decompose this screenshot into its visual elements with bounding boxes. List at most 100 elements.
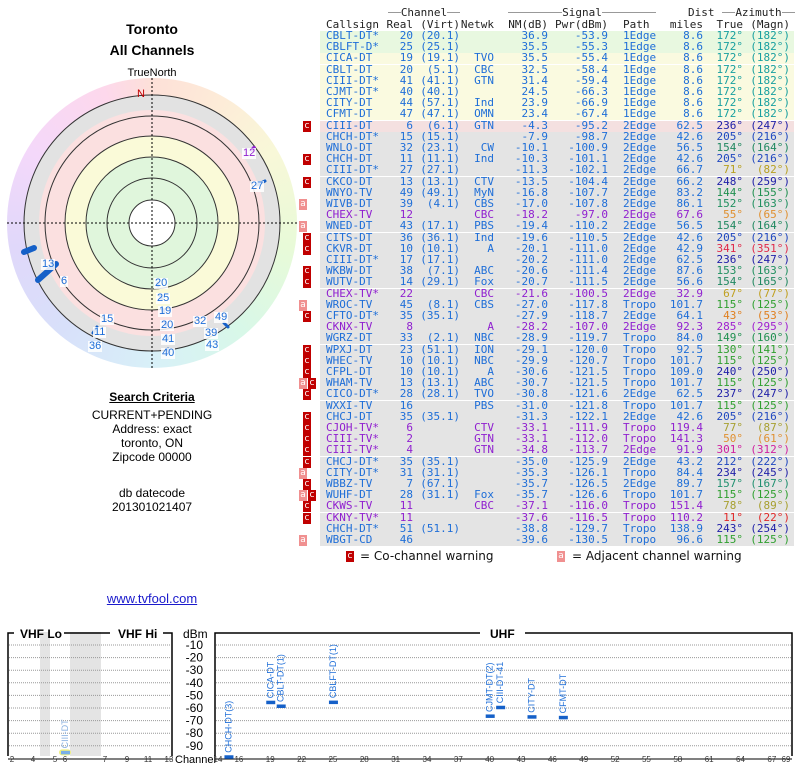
table-row[interactable]: CICA-DT 19 (19.1) TVO 35.5 -55.4 1Edge 8.6 172° (… [320,51,794,66]
cell-real: 28 [399,488,413,502]
x-tick-label: 19 [266,755,275,764]
table-row[interactable]: c WHEC-TV 10 (10.1) NBC -29.9 -120.7 Tropo 101.7… [303,354,794,368]
cell-real: 8 [406,320,413,334]
y-tick-label: -20 [186,651,204,665]
cell-pwr: -125.9 [568,454,608,468]
cell-dist: 101.7 [669,488,703,502]
cell-callsign: CBLT-DT* [326,29,379,42]
cell-path: 2Edge [623,208,657,222]
cell-path: 1Edge [623,107,657,121]
cell-callsign: CBLT-DT [326,62,373,76]
cell-nm: -19.4 [514,219,548,233]
cell-virt: (13.1) [420,174,460,188]
table-row[interactable]: a WNED-DT 43 (17.1) PBS -19.4 -110.2 2Edge 56.5 1… [299,219,794,234]
cell-dist: 101.7 [669,376,703,390]
cell-netwk: GTN [474,118,494,132]
cell-callsign: WIVB-DT [326,197,373,210]
cell-dist: 8.6 [683,51,703,65]
cell-path: 1Edge [623,40,657,54]
x-tick-label: 7 [103,755,108,764]
signal-bar [558,715,568,720]
cell-path: Tropo [623,398,657,412]
cell-true: 234° [716,465,744,479]
cell-magn: (250°) [750,365,790,378]
cell-virt: (31.1) [420,465,460,479]
cell-real: 2 [406,432,413,446]
cell-true: 285° [716,320,744,334]
cell-virt: (11.1) [420,152,460,166]
table-row[interactable]: c CITS-DT 36 (36.1) Ind -19.6 -110.5 2Edge 42.6 2… [303,230,794,245]
cochannel-warning-icon: c [303,389,311,401]
cell-callsign: CHCH-DT [326,152,373,166]
cell-netwk: Ind [474,230,494,244]
cell-magn: (222°) [750,454,790,468]
cell-dist: 141.3 [669,432,703,446]
cell-path: Tropo [623,488,657,502]
cell-real: 6 [406,118,413,132]
cell-virt: (19.1) [420,51,460,65]
cell-callsign: CICA-DT [326,51,373,65]
search-criteria-heading: Search Criteria [109,390,195,404]
x-tick-label: 9 [125,755,130,764]
cell-true: 153° [716,264,744,278]
band-gap-shade [70,632,101,756]
table-row[interactable]: c CKWS-TV 11 CBC -37.1 -116.0 Tropo 151.4 78° (89… [303,500,794,514]
cell-path: 2Edge [623,477,657,490]
criteria-line: Zipcode 00000 [112,450,192,464]
table-row[interactable]: c CIII-TV* 2 GTN -33.1 -112.0 Tropo 141.3 50° (61… [303,432,794,447]
signal-bar-label: CJMT-DT(2) [485,662,495,712]
table-row[interactable]: CHCH-DT* 15 (15.1) -7.9 -98.7 2Edge 42.6 205° (2… [320,129,794,144]
table-row[interactable]: c WBBZ-TV 7 (67.1) -35.7 -126.5 2Edge 89.7 157° (… [303,477,794,491]
cell-path: 2Edge [623,129,657,143]
cell-dist: 67.6 [676,208,704,222]
cell-true: 341° [716,241,744,255]
table-row[interactable]: c CFPL-DT 10 (10.1) A -30.6 -121.5 Tropo 109.0 24… [303,365,794,379]
cell-true: 144° [716,185,744,199]
cell-callsign: WNED-DT [326,219,373,233]
polar-channel-label: 13 [41,258,56,270]
cell-real: 33 [399,331,413,345]
table-row[interactable]: c WKBW-DT 38 (7.1) ABC -20.6 -111.4 2Edge 87.6 15… [303,264,794,279]
cell-true: 157° [716,477,744,490]
x-tick-label: 22 [297,755,306,764]
cell-nm: 35.5 [521,51,549,65]
cell-nm: -31.3 [514,409,548,423]
cell-real: 25 [399,40,413,54]
cell-callsign: CHCJ-DT* [326,454,379,468]
tvfool-link[interactable]: www.tvfool.com [106,591,198,606]
table-row[interactable]: c WPXJ-DT 23 (51.1) ION -29.1 -120.0 Tropo 92.5 1… [303,343,794,357]
x-tick-label: 14 [214,755,223,764]
table-row[interactable]: a WBGT-CD 46 -39.6 -130.5 Tropo 96.6 115° (125°) [299,534,794,547]
cell-real: 36 [399,230,413,244]
table-row[interactable]: CBLT-DT 20 (5.1) CBC 32.5 -58.4 1Edge 8.6 172° (1… [320,62,794,77]
cell-path: 2Edge [623,253,657,266]
cell-real: 28 [399,387,413,401]
polar-channel-label: 20 [154,277,169,289]
table-row[interactable]: CHCH-DT* 51 (51.1) -38.8 -129.7 Tropo 138.9 243… [320,522,794,536]
cell-pwr: -97.0 [574,208,608,222]
scope-title: All Channels [109,42,195,58]
x-axis-label: Channel [175,754,216,766]
cell-pwr: -67.4 [574,107,608,121]
table-row[interactable]: a WROC-TV 45 (8.1) CBS -27.0 -117.8 Tropo 101.7 1… [299,298,794,312]
cell-magn: (216°) [750,152,790,166]
cell-dist: 110.2 [669,510,703,524]
x-tick-label: 11 [144,755,153,764]
cell-true: 205° [716,409,744,423]
cell-virt: (6.1) [426,118,460,132]
cell-pwr: -104.4 [568,174,608,188]
table-row[interactable]: CKNX-TV 8 A -28.2 -107.0 2Edge 92.3 285° (295°) [320,320,794,335]
cell-virt: (4.1) [426,197,460,210]
signal-bar-label: CIII-DT-41 [495,662,505,704]
table-row[interactable]: c CHCH-DT 11 (11.1) Ind -10.3 -101.1 2Edge 42.6 2… [303,152,794,167]
azimuth-group-header: Azimuth [722,6,795,19]
cell-callsign: CIII-DT* [326,163,379,177]
table-row[interactable]: WNYO-TV 49 (49.1) MyN -16.8 -107.7 2Edge 83.2 14… [320,185,794,200]
table-row[interactable]: CITY-DT 44 (57.1) Ind 23.9 -66.9 1Edge 8.6 172° (… [320,97,794,111]
x-tick-label: 67 [767,755,776,764]
signal-bar [328,700,338,705]
column-header-magn: (Magn) [750,18,790,31]
cell-true: 152° [716,197,744,210]
cell-real: 10 [399,365,413,378]
y-tick-label: -50 [186,688,204,702]
